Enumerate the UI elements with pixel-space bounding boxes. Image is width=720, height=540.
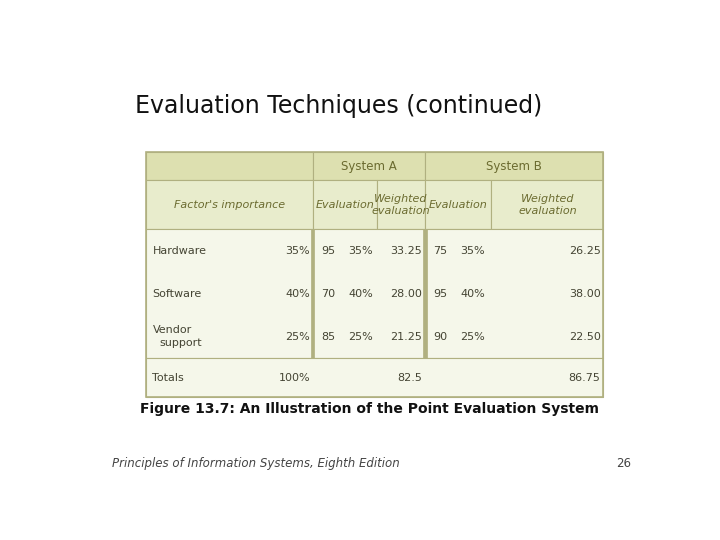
Text: 28.00: 28.00	[390, 289, 422, 299]
Text: 86.75: 86.75	[569, 373, 600, 383]
Bar	[312, 152, 425, 180]
Text: 95: 95	[321, 246, 335, 256]
Bar	[145, 180, 312, 230]
Text: Evaluation: Evaluation	[428, 200, 487, 210]
Bar	[145, 230, 603, 358]
Text: System B: System B	[486, 160, 542, 173]
Text: 95: 95	[433, 289, 447, 299]
Text: 75: 75	[433, 246, 447, 256]
Text: Weighted
evaluation: Weighted evaluation	[372, 194, 431, 216]
Bar	[377, 180, 425, 230]
Text: 82.5: 82.5	[397, 373, 422, 383]
Bar	[425, 180, 491, 230]
Bar	[145, 152, 603, 397]
Text: Totals: Totals	[153, 373, 184, 383]
Text: 90: 90	[433, 332, 447, 342]
Text: 35%: 35%	[460, 246, 485, 256]
Bar	[491, 180, 603, 230]
Text: Factor's importance: Factor's importance	[174, 200, 285, 210]
Bar	[312, 180, 377, 230]
Text: Hardware: Hardware	[153, 246, 207, 256]
Bar	[145, 358, 603, 397]
Text: 38.00: 38.00	[569, 289, 600, 299]
Text: Evaluation Techniques (continued): Evaluation Techniques (continued)	[135, 94, 542, 118]
Text: 25%: 25%	[348, 332, 373, 342]
Text: 26.25: 26.25	[569, 246, 600, 256]
Text: 40%: 40%	[348, 289, 373, 299]
Text: 33.25: 33.25	[390, 246, 422, 256]
Text: Evaluation: Evaluation	[315, 200, 374, 210]
Text: 100%: 100%	[279, 373, 310, 383]
Text: Figure 13.7: An Illustration of the Point Evaluation System: Figure 13.7: An Illustration of the Poin…	[140, 402, 598, 416]
Text: 40%: 40%	[285, 289, 310, 299]
Text: 35%: 35%	[348, 246, 373, 256]
Text: System A: System A	[341, 160, 397, 173]
Text: support: support	[160, 338, 202, 348]
Text: 85: 85	[321, 332, 335, 342]
Text: 40%: 40%	[460, 289, 485, 299]
Text: 70: 70	[321, 289, 335, 299]
Text: Weighted
evaluation: Weighted evaluation	[518, 194, 577, 216]
Text: 26: 26	[616, 457, 631, 470]
Text: Software: Software	[153, 289, 202, 299]
Bar	[311, 230, 315, 358]
Bar	[145, 152, 312, 180]
Text: 21.25: 21.25	[390, 332, 422, 342]
Bar	[425, 152, 603, 180]
Text: Principles of Information Systems, Eighth Edition: Principles of Information Systems, Eight…	[112, 457, 400, 470]
Text: Vendor: Vendor	[153, 325, 192, 335]
Text: 25%: 25%	[460, 332, 485, 342]
Text: 25%: 25%	[285, 332, 310, 342]
Text: 35%: 35%	[285, 246, 310, 256]
Text: 22.50: 22.50	[569, 332, 600, 342]
Bar	[423, 230, 426, 358]
